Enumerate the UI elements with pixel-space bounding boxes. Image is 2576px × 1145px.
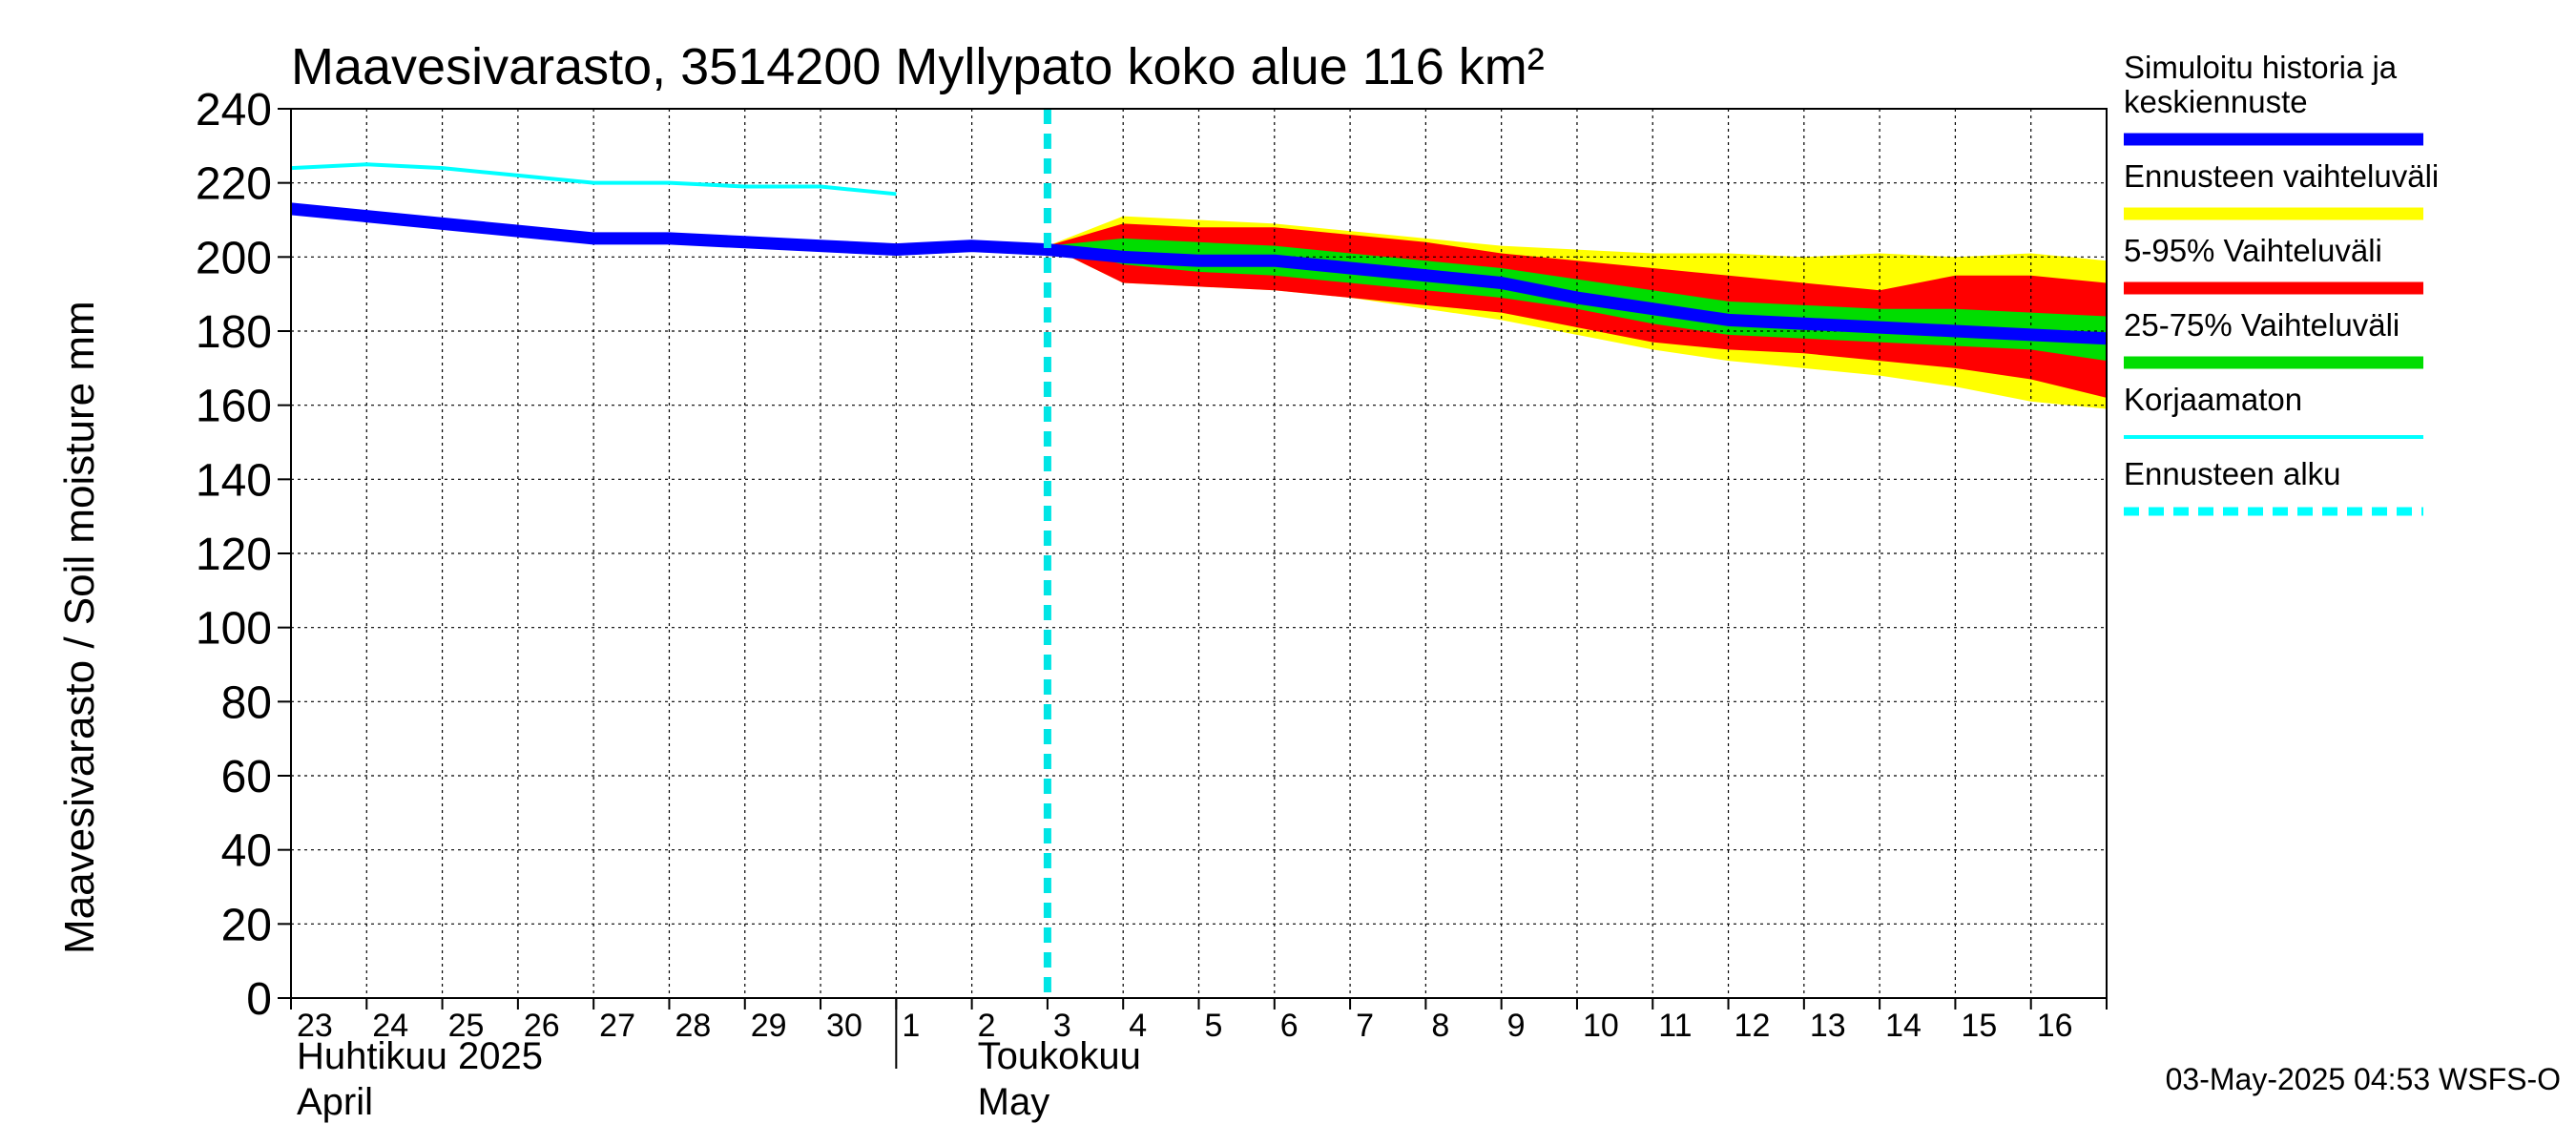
month-label-2: Toukokuu bbox=[978, 1035, 1141, 1077]
xtick-label-1: 23 bbox=[297, 1008, 333, 1044]
ytick-label-140: 140 bbox=[196, 455, 272, 506]
xtick-label-7: 29 bbox=[751, 1008, 787, 1044]
ytick-label-220: 220 bbox=[196, 159, 272, 210]
xtick-label-4: 26 bbox=[524, 1008, 560, 1044]
xtick-label-22: 14 bbox=[1885, 1008, 1922, 1044]
xtick-label-3: 25 bbox=[448, 1008, 485, 1044]
ytick-label-240: 240 bbox=[196, 85, 272, 135]
chart-title: Maavesivarasto, 3514200 Myllypato koko a… bbox=[291, 38, 1545, 95]
series-lines bbox=[290, 109, 2108, 998]
xtick-label-13: 5 bbox=[1205, 1008, 1223, 1044]
ytick-label-80: 80 bbox=[221, 677, 272, 728]
y-axis-label: Maavesivarasto / Soil moisture mm bbox=[56, 301, 103, 954]
xtick-label-2: 24 bbox=[372, 1008, 408, 1044]
ytick-label-0: 0 bbox=[246, 974, 272, 1025]
xtick-label-16: 8 bbox=[1431, 1008, 1449, 1044]
xtick-label-24: 16 bbox=[2037, 1008, 2073, 1044]
ytick-label-60: 60 bbox=[221, 752, 272, 802]
legend-label-2: Ennusteen vaihteluväli bbox=[2124, 158, 2439, 194]
ytick-label-120: 120 bbox=[196, 530, 272, 580]
xtick-label-23: 15 bbox=[1961, 1008, 1997, 1044]
xtick-label-15: 7 bbox=[1356, 1008, 1374, 1044]
legend-label-1: Simuloitu historia ja bbox=[2124, 50, 2398, 85]
xtick-label-8: 30 bbox=[826, 1008, 862, 1044]
xtick-label-17: 9 bbox=[1507, 1008, 1526, 1044]
legend-label-6: Ennusteen alku bbox=[2124, 456, 2341, 491]
month-label-1: Huhtikuu 2025 bbox=[297, 1035, 543, 1077]
xtick-label-19: 11 bbox=[1658, 1008, 1692, 1044]
xtick-label-21: 13 bbox=[1810, 1008, 1846, 1044]
ytick-label-200: 200 bbox=[196, 233, 272, 283]
xtick-label-9: 1 bbox=[902, 1008, 920, 1044]
xtick-label-20: 12 bbox=[1735, 1008, 1771, 1044]
legend-label-1-b: keskiennuste bbox=[2124, 84, 2308, 119]
xtick-label-10: 2 bbox=[978, 1008, 996, 1044]
legend-label-4: 25-75% Vaihteluväli bbox=[2124, 307, 2399, 343]
xtick-label-18: 10 bbox=[1583, 1008, 1619, 1044]
ytick-label-100: 100 bbox=[196, 604, 272, 655]
xtick-label-6: 28 bbox=[675, 1008, 711, 1044]
xtick-label-5: 27 bbox=[599, 1008, 635, 1044]
month-label-en-1: April bbox=[297, 1081, 373, 1123]
footer-timestamp: 03-May-2025 04:53 WSFS-O bbox=[2166, 1062, 2561, 1096]
ytick-label-40: 40 bbox=[221, 826, 272, 877]
line-1 bbox=[290, 162, 897, 197]
ytick-label-160: 160 bbox=[196, 382, 272, 432]
ytick-label-180: 180 bbox=[196, 307, 272, 358]
ytick-label-20: 20 bbox=[221, 900, 272, 950]
xtick-label-12: 4 bbox=[1129, 1008, 1147, 1044]
legend-label-3: 5-95% Vaihteluväli bbox=[2124, 233, 2382, 268]
line-2 bbox=[290, 202, 2108, 345]
legend-label-5: Korjaamaton bbox=[2124, 382, 2302, 417]
xtick-label-14: 6 bbox=[1280, 1008, 1298, 1044]
month-label-en-2: May bbox=[978, 1081, 1050, 1123]
xtick-label-11: 3 bbox=[1053, 1008, 1071, 1044]
